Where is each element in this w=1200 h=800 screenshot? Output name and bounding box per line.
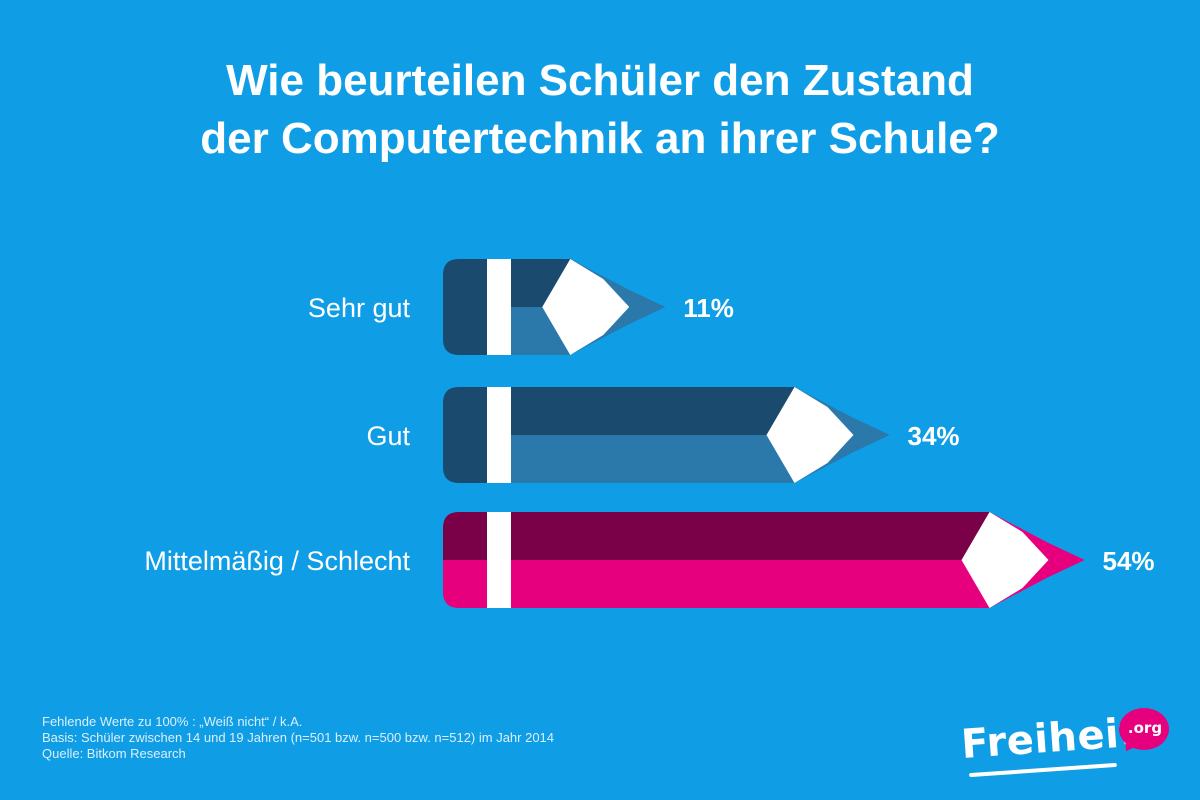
freiheit-logo[interactable]: Freiheit .org bbox=[955, 702, 1175, 782]
bar-2-value-label: 54% bbox=[1103, 546, 1155, 576]
bar-1-body-upper-main bbox=[511, 387, 795, 435]
bar-1-lead bbox=[853, 418, 890, 452]
bar-0-stripe bbox=[487, 259, 511, 355]
chart-title-line-2: der Computertechnik an ihrer Schule? bbox=[200, 114, 1000, 163]
bar-0-lead bbox=[629, 290, 666, 324]
bar-0-wood bbox=[542, 259, 630, 355]
bar-2-body-lower-main bbox=[511, 560, 990, 608]
chart-title-line-1: Wie beurteilen Schüler den Zustand bbox=[226, 56, 974, 105]
bar-1-wood bbox=[766, 387, 854, 483]
bar-1-body-lower-main bbox=[511, 435, 795, 483]
bar-2-lead bbox=[1048, 543, 1085, 577]
bar-2-wood bbox=[961, 512, 1049, 608]
footnote-basis: Basis: Schüler zwischen 14 und 19 Jahren… bbox=[42, 730, 555, 745]
bar-1-stripe bbox=[487, 387, 511, 483]
bar-2-stripe bbox=[487, 512, 511, 608]
bar-2-body-upper-main bbox=[511, 512, 990, 560]
bar-0-category-label: Sehr gut bbox=[308, 293, 411, 323]
bar-1-category-label: Gut bbox=[366, 421, 410, 451]
logo-org-suffix: .org bbox=[1127, 719, 1163, 737]
logo-wordmark: Freiheit bbox=[959, 709, 1141, 768]
footnote-source: Quelle: Bitkom Research bbox=[42, 746, 186, 761]
bar-1-value-label: 34% bbox=[908, 421, 960, 451]
chart-title: Wie beurteilen Schüler den Zustand der C… bbox=[0, 52, 1200, 168]
footnote-missing-values: Fehlende Werte zu 100% : „Weiß nicht“ / … bbox=[42, 714, 303, 729]
bar-0-value-label: 11% bbox=[683, 293, 734, 323]
logo-speech-bubble-icon bbox=[1119, 708, 1169, 750]
footnote: Fehlende Werte zu 100% : „Weiß nicht“ / … bbox=[42, 714, 554, 762]
bar-2-category-label: Mittelmäßig / Schlecht bbox=[144, 546, 410, 576]
